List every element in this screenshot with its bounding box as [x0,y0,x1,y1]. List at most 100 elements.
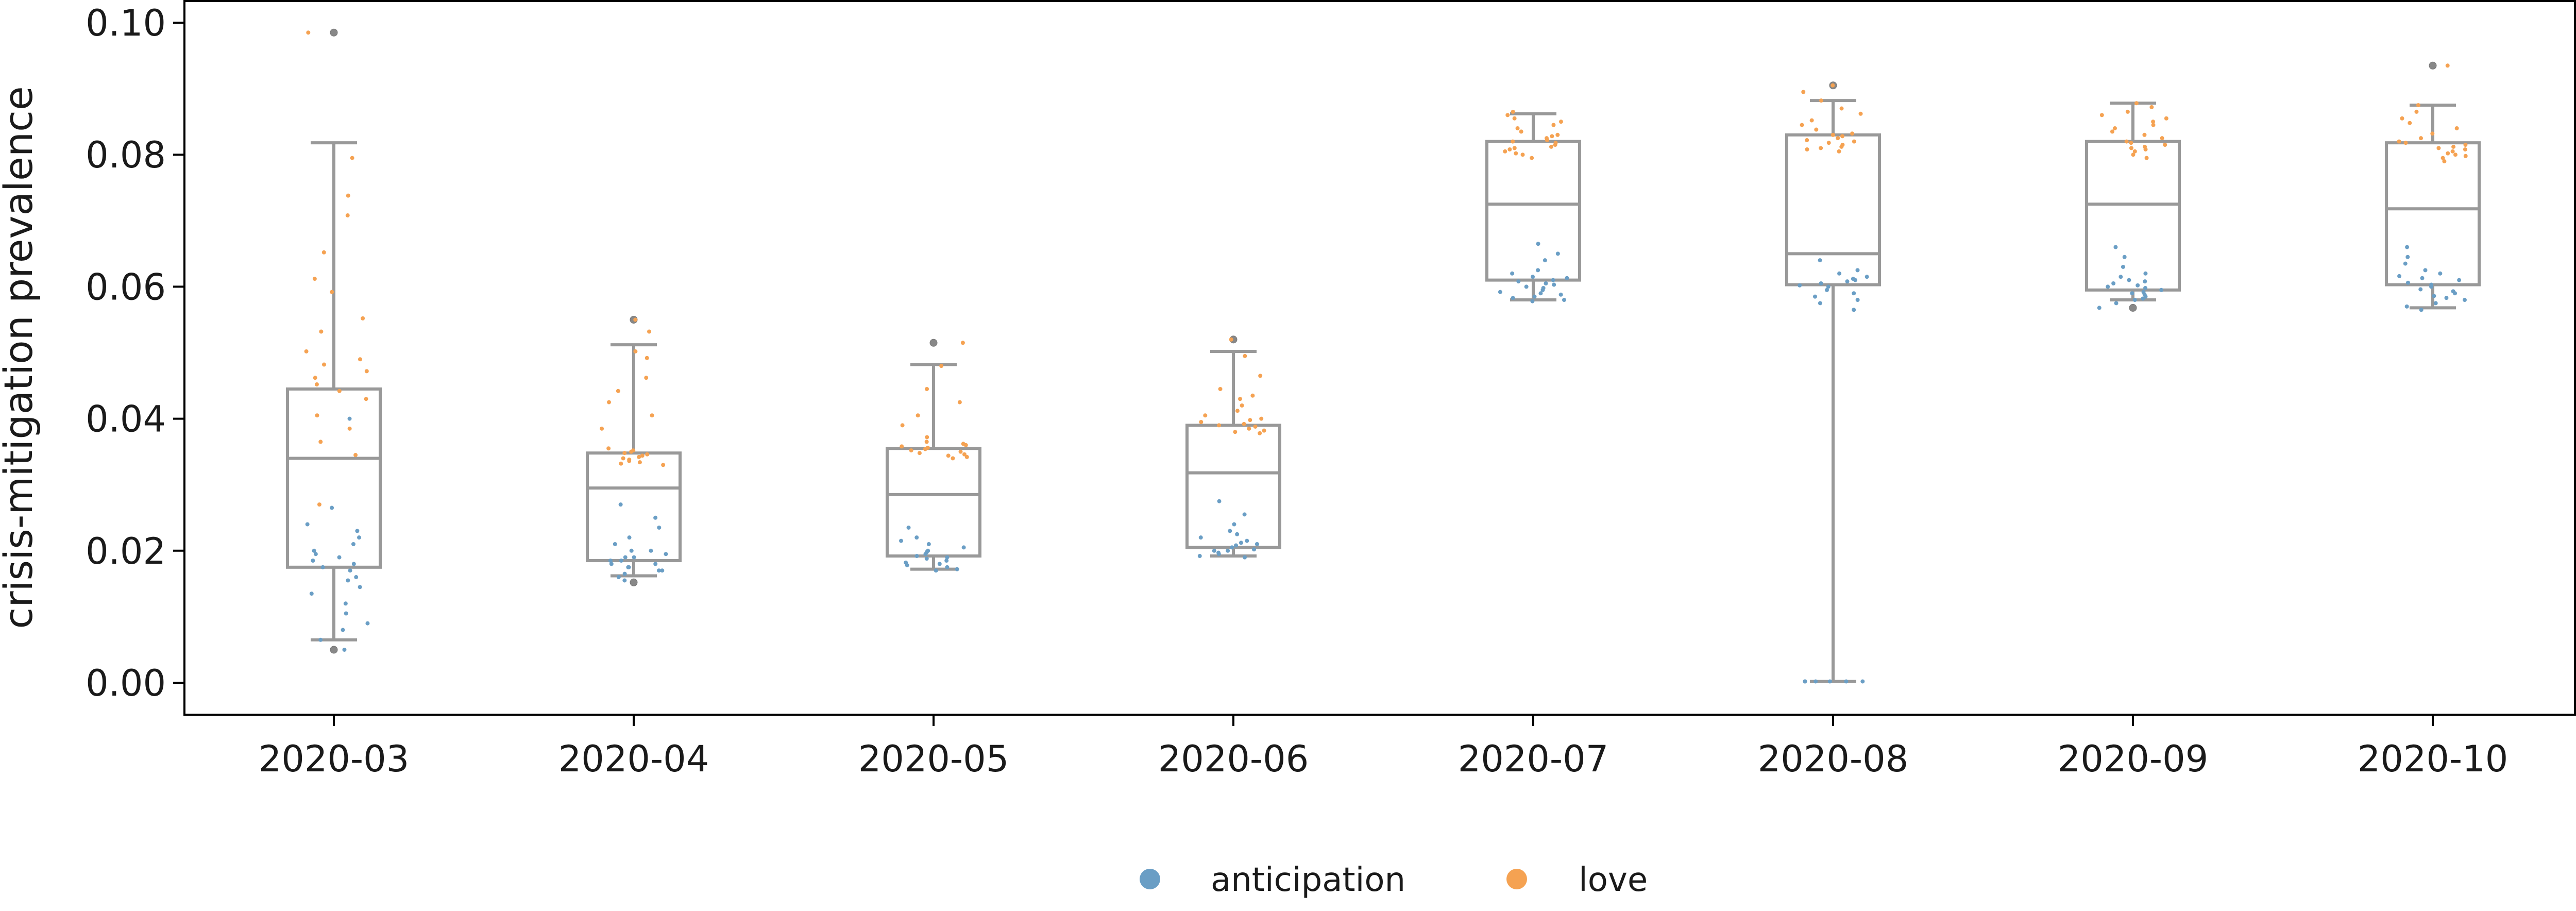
data-point-love [364,397,368,401]
data-point-anticipation [2438,271,2443,276]
data-point-love [1831,132,1835,137]
data-point-anticipation [1851,277,1855,281]
box-iqr [886,447,981,558]
data-point-anticipation [2397,274,2402,278]
data-point-love [2099,113,2104,117]
data-point-love [1800,123,1804,127]
data-point-anticipation [1230,545,1234,550]
y-tick-label: 0.08 [86,134,166,176]
data-point-anticipation [2114,301,2119,306]
data-point-anticipation [1255,542,1259,546]
data-point-love [633,349,638,353]
data-point-anticipation [1524,284,1529,289]
box-2020-09 [2085,102,2181,312]
data-point-anticipation [1242,512,1247,517]
box-2020-05 [886,339,981,571]
data-point-anticipation [1812,294,1817,299]
data-point-anticipation [1860,679,1865,684]
y-tick-label: 0.02 [86,530,166,572]
data-point-love [1253,424,1258,429]
data-point-love [600,426,604,431]
data-point-anticipation [1232,522,1236,527]
data-point-love [2151,120,2156,124]
data-point-love [304,349,309,353]
data-point-love [1814,127,1819,132]
data-point-love [2124,139,2129,144]
data-point-love [1514,151,1518,156]
data-point-love [606,446,611,451]
y-tick-label: 0.00 [86,662,166,704]
data-point-anticipation [1562,298,1566,302]
data-point-anticipation [1536,268,1540,273]
data-point-love [917,451,922,455]
data-point-anticipation [619,559,623,563]
legend-marker-love [1506,869,1527,889]
data-point-love [2164,116,2168,121]
data-point-anticipation [2405,245,2410,249]
data-point-love [2414,109,2419,114]
x-tick-label: 2020-05 [858,738,1009,780]
data-point-anticipation [632,555,636,560]
data-point-love [633,317,638,322]
data-point-love [2149,105,2154,109]
data-point-anticipation [320,565,325,569]
data-point-anticipation [342,647,347,652]
data-point-love [1235,409,1240,413]
data-point-anticipation [357,535,362,540]
data-point-love [2112,126,2117,130]
data-point-love [2453,153,2458,157]
data-point-love [2430,131,2435,136]
outlier-point [2429,61,2437,70]
data-point-anticipation [1243,555,1247,560]
data-point-anticipation [2420,276,2425,280]
data-point-anticipation [1544,281,1548,285]
x-tick-label: 2020-06 [1158,738,1309,780]
outlier-point [929,339,938,347]
box-iqr [1785,133,1881,286]
data-point-anticipation [2141,290,2146,294]
data-point-love [939,364,944,368]
data-point-anticipation [344,611,348,616]
data-point-anticipation [626,565,631,569]
data-point-anticipation [2097,306,2102,310]
data-point-anticipation [2433,301,2438,306]
data-point-love [1555,132,1560,137]
data-point-love [1839,106,1844,111]
x-axis: 2020-03 2020-04 2020-05 2020-06 2020-07 2020-… [259,715,2508,780]
data-point-anticipation [330,505,334,510]
data-point-love [621,456,625,461]
data-point-anticipation [1197,554,1202,559]
data-point-love [2419,136,2424,141]
data-point-anticipation [309,592,314,596]
data-point-love [1852,139,1856,144]
data-point-anticipation [622,571,627,576]
data-point-love [647,329,652,334]
data-point-love [1512,146,1517,150]
data-point-anticipation [629,548,634,553]
data-point-anticipation [934,568,938,573]
data-point-love [2408,121,2412,125]
data-point-love [1551,123,1556,127]
data-point-anticipation [627,535,632,540]
data-point-love [319,329,324,334]
data-point-love [622,451,627,455]
data-point-anticipation [622,578,627,583]
data-point-anticipation [1818,258,1822,263]
data-point-love [1515,126,1520,130]
plot-frame [183,0,2576,716]
data-point-love [606,400,611,404]
data-point-anticipation [1558,292,1563,297]
data-point-anticipation [664,552,668,556]
x-tick-label: 2020-08 [1758,738,1908,780]
data-point-love [2160,136,2164,141]
data-point-love [361,316,365,320]
data-point-anticipation [2423,268,2428,273]
data-point-anticipation [2127,278,2131,282]
data-point-love [2397,139,2401,144]
data-point-love [1553,142,1557,147]
data-point-anticipation [2419,308,2424,312]
data-point-love [645,452,650,457]
data-point-love [644,376,649,380]
data-point-love [1511,109,1515,114]
